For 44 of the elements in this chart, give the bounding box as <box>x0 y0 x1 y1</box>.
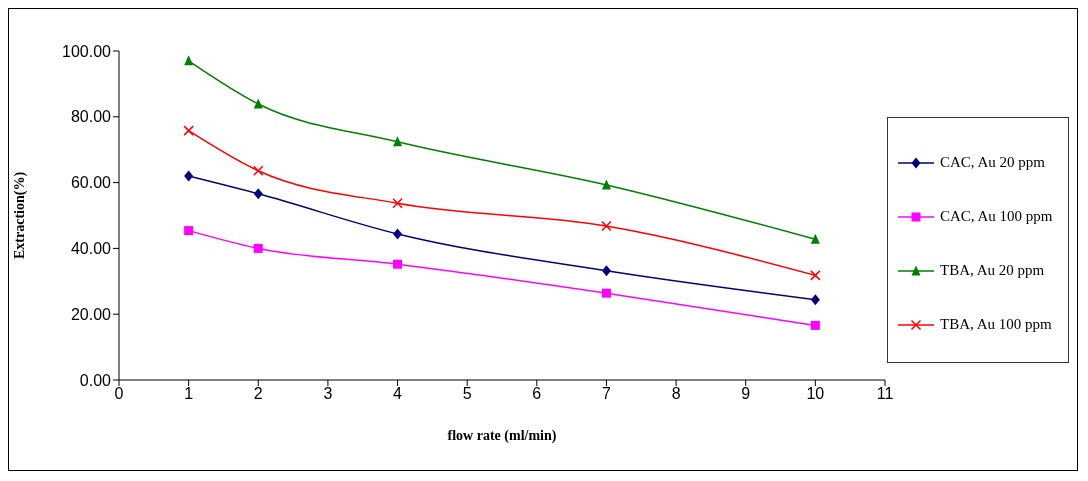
x-tick-label: 0 <box>114 385 124 403</box>
point <box>393 136 403 147</box>
point <box>253 243 263 253</box>
legend-label: CAC, Au 100 ppm <box>940 208 1053 225</box>
point <box>183 125 194 136</box>
y-tick-label: 40.00 <box>70 240 112 258</box>
point <box>810 294 820 306</box>
point <box>601 179 611 190</box>
point <box>601 288 611 298</box>
point <box>393 259 403 269</box>
legend-label: CAC, Au 20 ppm <box>940 154 1046 171</box>
point <box>184 170 194 182</box>
point <box>392 198 403 209</box>
x-tick-label: 9 <box>741 385 751 403</box>
y-tick-label: 20.00 <box>70 305 112 323</box>
x-tick-label: 10 <box>806 385 825 403</box>
point <box>601 265 611 277</box>
y-tick-label: 0.00 <box>79 371 112 389</box>
point <box>253 98 263 109</box>
x-tick-label: 7 <box>602 385 611 403</box>
legend-label: TBA, Au 20 ppm <box>940 262 1045 279</box>
x-tick-label: 4 <box>393 385 403 403</box>
x-tick-label: 6 <box>532 385 542 403</box>
legend-label: TBA, Au 100 ppm <box>940 316 1052 333</box>
y-axis-title: Extraction(%) <box>11 171 28 260</box>
x-tick-label: 11 <box>876 385 894 403</box>
y-tick-label: 60.00 <box>70 174 112 192</box>
point <box>184 55 194 66</box>
point <box>393 228 403 240</box>
y-tick-label: 100.00 <box>62 42 112 60</box>
x-axis-title: flow rate (ml/min) <box>447 428 557 444</box>
point <box>601 220 612 232</box>
x-tick-label: 3 <box>323 385 333 403</box>
point <box>184 226 194 236</box>
point <box>810 233 820 244</box>
x-tick-label: 1 <box>184 385 194 403</box>
point <box>253 188 263 200</box>
x-tick-label: 8 <box>671 385 681 403</box>
point <box>810 270 821 281</box>
point <box>253 165 264 177</box>
x-tick-label: 2 <box>253 385 263 403</box>
x-tick-label: 5 <box>462 385 472 403</box>
point <box>810 320 820 330</box>
y-tick-label: 80.00 <box>70 108 112 126</box>
